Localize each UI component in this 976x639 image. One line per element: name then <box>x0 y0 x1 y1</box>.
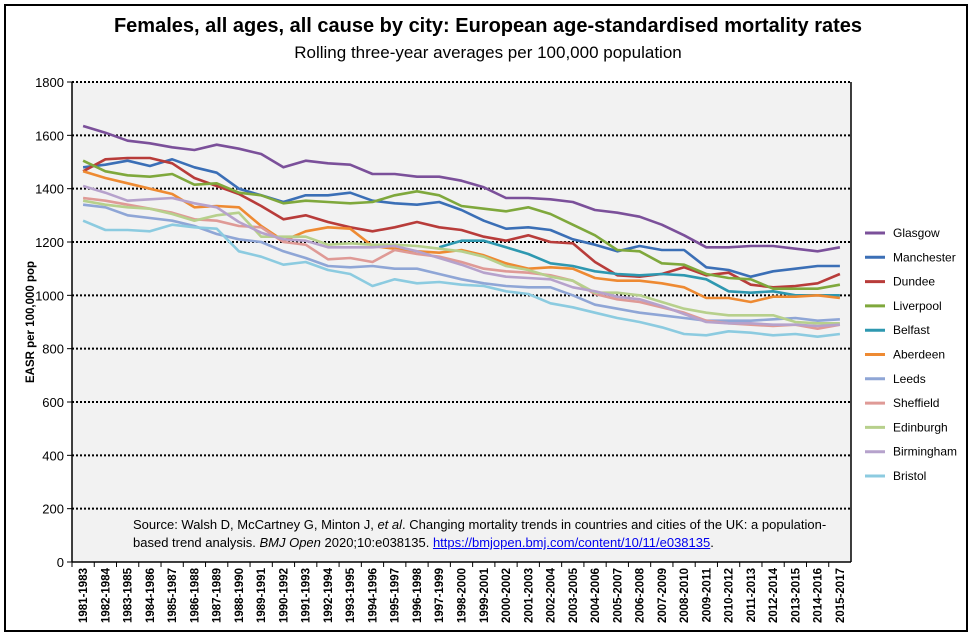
legend-label-aberdeen: Aberdeen <box>893 348 945 362</box>
series-line-manchester <box>82 158 840 278</box>
x-tick-label: 1999-2001 <box>479 567 491 623</box>
y-tick-label: 1800 <box>35 75 64 90</box>
x-tick-label: 2008-2010 <box>679 568 691 623</box>
x-tick-label: 1984-1986 <box>145 568 157 623</box>
x-tick-label: 1994-1996 <box>367 568 379 623</box>
x-tick-label: 1988-1990 <box>234 568 246 623</box>
source-link[interactable]: https://bmjopen.bmj.com/content/10/11/e0… <box>432 535 711 550</box>
x-tick-label: 2000-2002 <box>501 568 513 623</box>
y-axis-label: EASR per 100,000 pop <box>25 261 37 383</box>
legend-label-belfast: Belfast <box>893 323 930 337</box>
series-line-liverpool <box>82 159 841 290</box>
x-tick-label: 1989-1991 <box>256 567 268 623</box>
x-tick-label: 1998-2000 <box>457 568 469 623</box>
x-tick-label: 1982-1984 <box>100 567 112 623</box>
x-tick-label: 2012-2014 <box>768 567 780 623</box>
y-tick-label: 600 <box>42 395 64 410</box>
x-tick-label: 1993-1995 <box>345 567 357 623</box>
source-citation: 2020;10:e038135. <box>320 535 433 550</box>
source-authors: Source: Walsh D, McCartney G, Minton J, <box>133 517 378 532</box>
x-tick-label: 2014-2016 <box>813 568 825 623</box>
legend-label-liverpool: Liverpool <box>893 299 942 313</box>
x-tick-label: 2011-2013 <box>746 568 758 622</box>
y-tick-label: 800 <box>42 342 64 357</box>
x-tick-label: 1983-1985 <box>123 567 135 623</box>
legend-label-leeds: Leeds <box>893 372 926 386</box>
x-tick-label: 1990-1992 <box>278 568 290 623</box>
series-line-edinburgh <box>82 199 840 325</box>
legend-label-manchester: Manchester <box>893 250 956 264</box>
legend-label-edinburgh: Edinburgh <box>893 420 948 434</box>
source-title: . Changing mortality trends in countries… <box>133 517 827 550</box>
x-tick-label: 2005-2007 <box>612 568 624 623</box>
x-tick-label: 1986-1988 <box>189 567 201 623</box>
chart-subtitle: Rolling three-year averages per 100,000 … <box>294 43 682 62</box>
legend-label-sheffield: Sheffield <box>893 396 939 410</box>
legend-label-bristol: Bristol <box>893 469 926 483</box>
x-tick-label: 2015-2017 <box>835 568 847 623</box>
chart-frame <box>4 4 968 632</box>
series-line-belfast <box>438 239 840 297</box>
x-tick-label: 1987-1989 <box>212 568 224 623</box>
x-tick-label: 2010-2012 <box>724 568 736 623</box>
series-line-glasgow <box>82 124 841 253</box>
y-tick-label: 1200 <box>35 235 64 250</box>
y-tick-label: 1600 <box>35 128 64 143</box>
source-etal: et al <box>377 517 403 532</box>
y-tick-label: 1000 <box>35 288 64 303</box>
series-line-birmingham <box>82 184 840 328</box>
x-tick-label: 2009-2011 <box>701 567 713 622</box>
y-tick-label: 200 <box>42 502 64 517</box>
x-tick-label: 1996-1998 <box>412 567 424 623</box>
series-line-bristol <box>82 219 841 338</box>
x-tick-label: 2006-2008 <box>635 567 647 623</box>
x-tick-label: 1991-1993 <box>301 568 313 623</box>
chart-title: Females, all ages, all cause by city: Eu… <box>113 15 863 37</box>
x-tick-label: 1992-1994 <box>323 567 335 623</box>
x-tick-label: 2001-2003 <box>523 568 535 623</box>
x-tick-label: 2003-2005 <box>568 567 580 623</box>
y-tick-label: 1400 <box>35 182 64 197</box>
y-tick-label: 400 <box>42 448 64 463</box>
x-tick-label: 2007-2009 <box>657 568 669 623</box>
legend-label-dundee: Dundee <box>893 275 935 289</box>
x-tick-label: 1981-1983 <box>78 568 90 623</box>
source-suffix: . <box>710 535 714 550</box>
x-tick-label: 1997-1999 <box>434 568 446 623</box>
legend-label-glasgow: Glasgow <box>893 226 940 240</box>
source-journal: BMJ Open <box>259 535 321 550</box>
legend-label-birmingham: Birmingham <box>893 445 957 459</box>
x-tick-label: 2013-2015 <box>790 567 802 623</box>
source-note: Source: Walsh D, McCartney G, Minton J, … <box>133 516 833 552</box>
x-tick-label: 1985-1987 <box>167 568 179 623</box>
x-tick-label: 1995-1997 <box>390 568 402 623</box>
y-tick-label: 0 <box>57 555 64 570</box>
x-tick-label: 2002-2004 <box>546 567 558 623</box>
x-tick-label: 2004-2006 <box>590 568 602 623</box>
